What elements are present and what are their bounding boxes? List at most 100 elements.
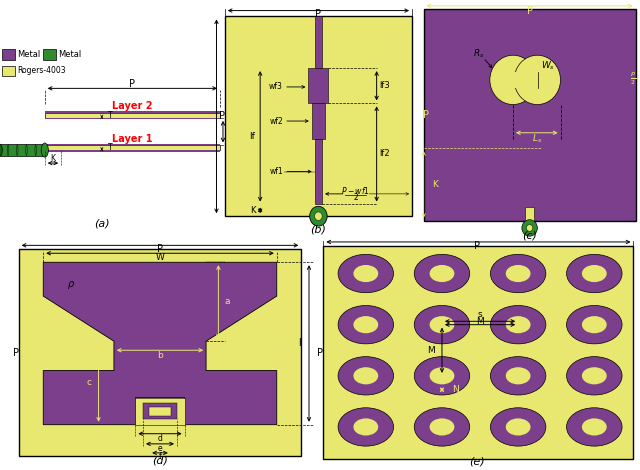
Bar <box>513 72 538 87</box>
Text: Layer 2: Layer 2 <box>112 101 152 111</box>
Circle shape <box>514 55 561 105</box>
Bar <box>45 144 220 145</box>
Text: M: M <box>427 346 435 355</box>
Text: P: P <box>219 111 225 121</box>
Circle shape <box>506 316 531 333</box>
Text: P: P <box>474 241 480 251</box>
Circle shape <box>414 408 470 446</box>
Text: T: T <box>108 143 113 152</box>
Circle shape <box>506 265 531 282</box>
Circle shape <box>506 418 531 436</box>
Ellipse shape <box>0 144 2 156</box>
Bar <box>0 144 45 156</box>
Text: M: M <box>476 317 484 326</box>
Text: wf3: wf3 <box>269 82 283 92</box>
Bar <box>45 113 220 118</box>
Circle shape <box>353 265 378 282</box>
Bar <box>2 49 15 60</box>
Circle shape <box>490 55 536 105</box>
Text: wf1: wf1 <box>269 167 283 176</box>
Text: K: K <box>51 154 56 164</box>
Circle shape <box>582 418 607 436</box>
Text: P: P <box>13 347 19 358</box>
Circle shape <box>490 408 546 446</box>
Text: $W_s$: $W_s$ <box>541 60 555 72</box>
Bar <box>315 139 322 204</box>
Circle shape <box>582 265 607 282</box>
Circle shape <box>353 316 378 333</box>
Text: P: P <box>316 9 321 19</box>
Bar <box>312 103 325 139</box>
Text: K: K <box>250 206 255 215</box>
Text: K: K <box>432 180 438 189</box>
Text: f: f <box>159 452 161 461</box>
Circle shape <box>338 357 394 395</box>
Circle shape <box>353 418 378 436</box>
Text: wf2: wf2 <box>269 117 283 125</box>
Text: (a): (a) <box>94 219 109 228</box>
Text: H: H <box>228 127 234 136</box>
Text: Metal: Metal <box>17 50 40 59</box>
Text: Rogers-4003: Rogers-4003 <box>17 66 66 75</box>
Circle shape <box>338 306 394 344</box>
Circle shape <box>338 254 394 293</box>
Bar <box>225 16 412 216</box>
Text: lf2: lf2 <box>380 149 390 158</box>
Text: e: e <box>157 444 163 453</box>
Bar <box>136 398 184 425</box>
Ellipse shape <box>41 143 49 157</box>
Circle shape <box>582 367 607 384</box>
Circle shape <box>429 418 454 436</box>
Text: l: l <box>298 338 301 348</box>
Text: d: d <box>157 434 163 443</box>
Text: c: c <box>87 378 92 387</box>
Polygon shape <box>44 262 276 425</box>
Text: (d): (d) <box>152 455 168 465</box>
Text: P: P <box>527 6 532 16</box>
Circle shape <box>429 367 454 384</box>
Text: P: P <box>157 244 163 254</box>
Text: lf: lf <box>249 132 255 141</box>
Bar <box>143 403 177 419</box>
Text: T: T <box>108 111 113 120</box>
Bar <box>308 68 328 103</box>
Circle shape <box>566 254 622 293</box>
Circle shape <box>527 225 532 231</box>
Circle shape <box>353 367 378 384</box>
Text: $R_s$: $R_s$ <box>473 48 484 60</box>
Circle shape <box>566 408 622 446</box>
Text: P: P <box>129 79 136 89</box>
Text: (c): (c) <box>522 230 537 241</box>
Circle shape <box>490 254 546 293</box>
Text: N: N <box>452 385 458 394</box>
Circle shape <box>582 316 607 333</box>
Text: P: P <box>317 347 323 358</box>
Bar <box>149 407 171 415</box>
Circle shape <box>414 306 470 344</box>
Text: W: W <box>156 253 164 262</box>
Circle shape <box>522 220 538 236</box>
Circle shape <box>566 306 622 344</box>
Bar <box>45 145 220 150</box>
Circle shape <box>506 367 531 384</box>
Circle shape <box>429 316 454 333</box>
Circle shape <box>315 212 322 220</box>
Text: $\frac{P}{2}$: $\frac{P}{2}$ <box>630 70 636 87</box>
Circle shape <box>310 206 327 226</box>
Circle shape <box>490 357 546 395</box>
Bar <box>43 49 56 60</box>
Text: b: b <box>157 352 163 360</box>
Text: P: P <box>423 110 429 120</box>
Text: (b): (b) <box>310 225 326 235</box>
Bar <box>2 66 15 76</box>
Circle shape <box>338 408 394 446</box>
Text: 2: 2 <box>353 193 358 203</box>
Circle shape <box>414 357 470 395</box>
Bar <box>525 207 534 221</box>
Text: Metal: Metal <box>58 50 81 59</box>
Text: s: s <box>477 310 483 319</box>
Text: $L_s$: $L_s$ <box>532 133 542 145</box>
Circle shape <box>566 357 622 395</box>
Text: $P-wf1$: $P-wf1$ <box>341 185 371 196</box>
Bar <box>45 150 220 152</box>
